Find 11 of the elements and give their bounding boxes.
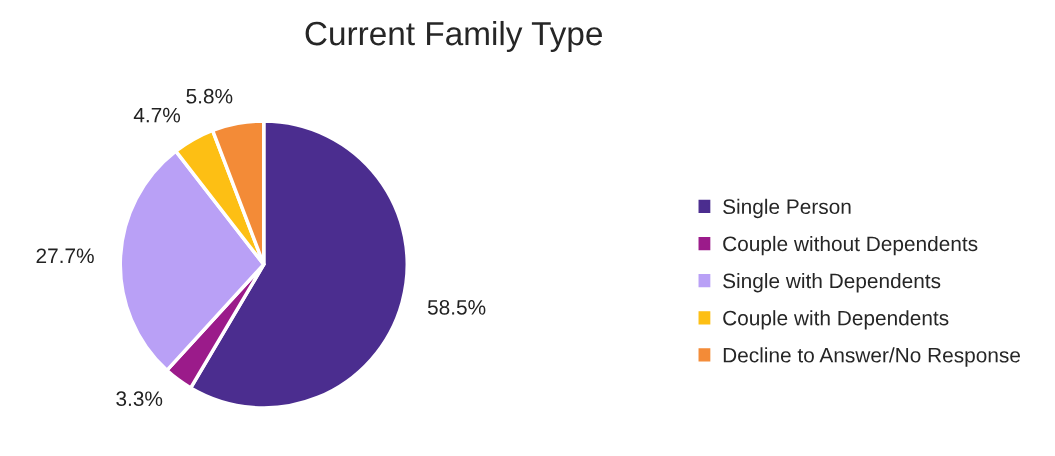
data-label: 5.8% — [186, 88, 233, 104]
legend-label: Decline to Answer/No Response — [723, 347, 1020, 367]
legend-label: Single with Dependents — [723, 273, 941, 293]
data-label: 58.5% — [427, 300, 486, 315]
data-label: 27.7% — [36, 248, 94, 264]
legend-label: Single Person — [723, 198, 851, 219]
legend-label: Couple without Dependents — [723, 235, 978, 256]
data-label: 3.3% — [116, 391, 163, 407]
chart-title: Current Family Type — [305, 20, 602, 53]
legend-label: Couple with Dependents — [723, 310, 949, 330]
data-label: 4.7% — [133, 107, 181, 123]
